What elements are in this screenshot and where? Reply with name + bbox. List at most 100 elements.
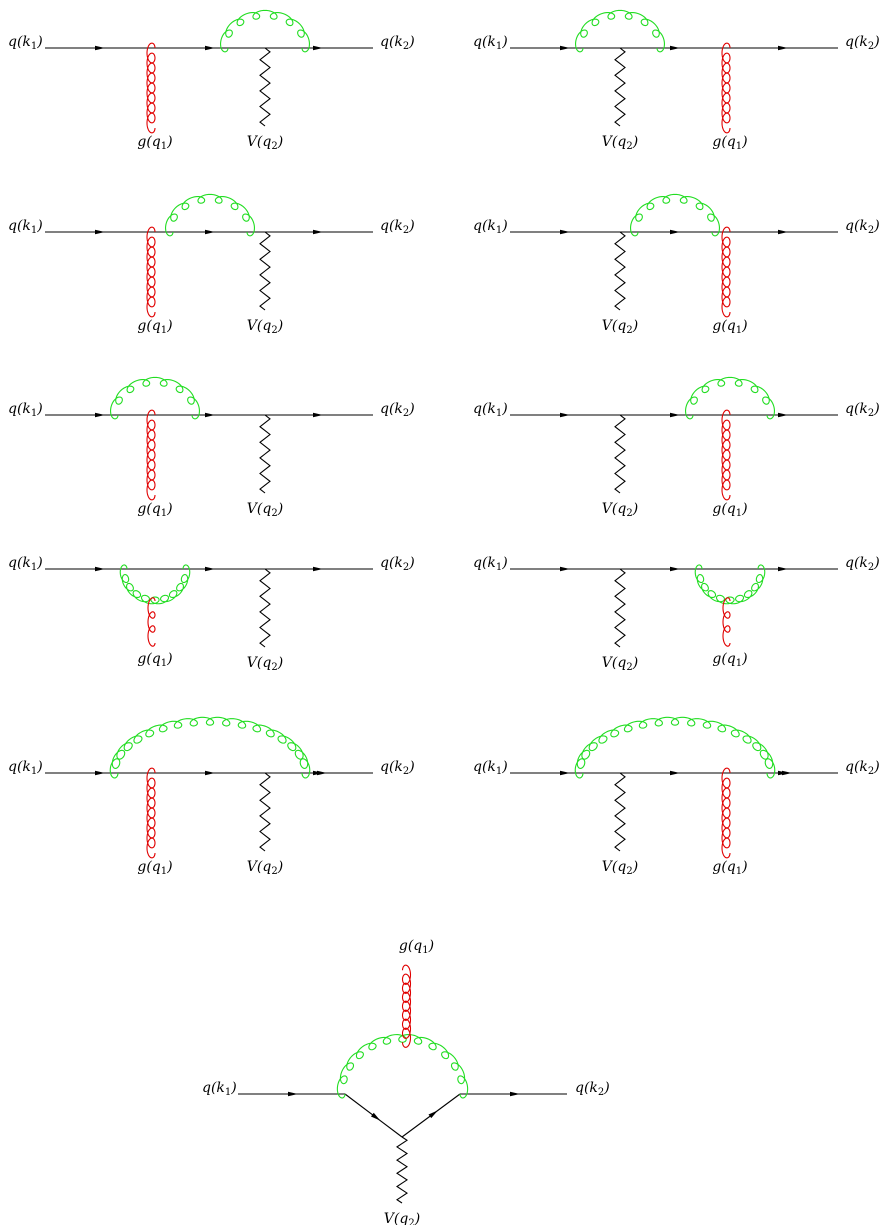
label-boson: V(q2) bbox=[602, 318, 638, 336]
quark-arrow-out bbox=[778, 45, 788, 51]
internal-gluon-bubble bbox=[119, 564, 191, 605]
label-gluon: g(q1) bbox=[712, 318, 747, 336]
quark-arrow-mid bbox=[670, 412, 680, 418]
external-gluon bbox=[722, 597, 731, 647]
label-quark-out: q(k2) bbox=[575, 1080, 610, 1098]
label-boson: V(q2) bbox=[602, 655, 638, 673]
diagram-d10: q(k1) q(k2) V(q2) g(q1) bbox=[473, 716, 880, 877]
diagram-d11: q(k1) q(k2) V(q2) g(q1) bbox=[202, 938, 610, 1225]
label-quark-in: q(k1) bbox=[8, 34, 43, 52]
boson-line bbox=[259, 568, 271, 648]
diagram-d4: q(k1) q(k2) V(q2) g(q1) bbox=[473, 193, 880, 336]
label-quark-in: q(k1) bbox=[473, 759, 508, 777]
quark-arrow-out bbox=[313, 229, 323, 235]
quark-arrow-in bbox=[95, 412, 105, 418]
label-boson: V(q2) bbox=[384, 1211, 420, 1225]
label-quark-out: q(k2) bbox=[380, 555, 415, 573]
label-quark-out: q(k2) bbox=[845, 34, 880, 52]
label-boson: V(q2) bbox=[247, 655, 283, 673]
label-gluon: g(q1) bbox=[137, 318, 172, 336]
quark-arrow-in bbox=[560, 412, 570, 418]
quark-arrow-mid bbox=[205, 45, 215, 51]
boson-line bbox=[259, 231, 271, 311]
label-gluon: g(q1) bbox=[137, 859, 172, 877]
boson-line bbox=[614, 47, 626, 127]
boson-line bbox=[614, 568, 626, 648]
quark-arrow-out bbox=[313, 412, 323, 418]
label-gluon: g(q1) bbox=[712, 501, 747, 519]
label-gluon: g(q1) bbox=[137, 651, 172, 669]
external-gluon bbox=[401, 964, 412, 1048]
label-quark-in: q(k1) bbox=[473, 401, 508, 419]
label-quark-in: q(k1) bbox=[8, 218, 43, 236]
diagram-d5: q(k1) q(k2) V(q2) g(q1) bbox=[8, 376, 415, 519]
quark-arrow-mid bbox=[670, 229, 680, 235]
internal-gluon-arc bbox=[109, 376, 201, 420]
external-gluon bbox=[146, 767, 156, 859]
quark-arrow-out bbox=[510, 1091, 520, 1097]
quark-arrow-mid bbox=[205, 566, 215, 572]
internal-gluon-arc bbox=[219, 9, 311, 53]
external-gluon bbox=[721, 42, 731, 134]
label-gluon: g(q1) bbox=[399, 938, 434, 956]
boson-line bbox=[614, 414, 626, 494]
quark-arrow-extra bbox=[317, 770, 327, 776]
label-quark-out: q(k2) bbox=[380, 759, 415, 777]
label-gluon: g(q1) bbox=[712, 134, 747, 152]
label-gluon: g(q1) bbox=[712, 859, 747, 877]
quark-arrow-mid bbox=[205, 229, 215, 235]
external-gluon bbox=[721, 226, 731, 318]
quark-arrow-in bbox=[560, 770, 570, 776]
quark-arrow-out bbox=[313, 566, 323, 572]
internal-gluon-arc bbox=[629, 193, 721, 237]
label-quark-in: q(k1) bbox=[473, 555, 508, 573]
boson-line bbox=[259, 414, 271, 494]
label-quark-in: q(k1) bbox=[202, 1080, 237, 1098]
quark-arrow-mid bbox=[670, 45, 680, 51]
label-quark-in: q(k1) bbox=[8, 555, 43, 573]
label-boson: V(q2) bbox=[247, 318, 283, 336]
quark-arrow-out bbox=[313, 45, 323, 51]
internal-gluon-arc bbox=[684, 376, 776, 420]
quark-arrow-in bbox=[288, 1091, 298, 1097]
diagram-d2: q(k1) q(k2) V(q2) g(q1) bbox=[473, 9, 880, 152]
quark-arrow-mid bbox=[670, 566, 680, 572]
label-quark-in: q(k1) bbox=[473, 34, 508, 52]
label-boson: V(q2) bbox=[247, 501, 283, 519]
label-quark-in: q(k1) bbox=[8, 759, 43, 777]
quark-arrow-in bbox=[95, 566, 105, 572]
external-gluon bbox=[721, 767, 731, 859]
quark-arrow-out bbox=[778, 229, 788, 235]
label-quark-out: q(k2) bbox=[380, 401, 415, 419]
quark-arrow-out bbox=[778, 566, 788, 572]
quark-arrow-mid bbox=[670, 770, 680, 776]
boson-line bbox=[259, 47, 271, 127]
label-quark-in: q(k1) bbox=[8, 401, 43, 419]
quark-arrow-out bbox=[778, 412, 788, 418]
quark-arrow-in bbox=[560, 229, 570, 235]
internal-gluon-arc bbox=[574, 9, 666, 53]
quark-arrow-in bbox=[560, 45, 570, 51]
internal-gluon-arc bbox=[164, 193, 256, 237]
label-boson: V(q2) bbox=[247, 134, 283, 152]
internal-gluon-bubble bbox=[694, 564, 766, 605]
external-gluon bbox=[721, 409, 731, 501]
internal-gluon-arc bbox=[109, 716, 311, 779]
external-gluon bbox=[146, 42, 156, 134]
label-quark-out: q(k2) bbox=[845, 759, 880, 777]
label-quark-out: q(k2) bbox=[845, 401, 880, 419]
label-boson: V(q2) bbox=[602, 134, 638, 152]
label-quark-out: q(k2) bbox=[380, 34, 415, 52]
diagram-d7: q(k1) q(k2) V(q2) g(q1) bbox=[8, 555, 415, 673]
label-gluon: g(q1) bbox=[137, 134, 172, 152]
quark-line-left-leg-arrow bbox=[370, 1112, 381, 1121]
diagram-d1: q(k1) q(k2) V(q2) g(q1) bbox=[8, 9, 415, 152]
label-quark-out: q(k2) bbox=[845, 218, 880, 236]
boson-line bbox=[614, 772, 626, 852]
label-boson: V(q2) bbox=[602, 501, 638, 519]
label-quark-out: q(k2) bbox=[380, 218, 415, 236]
diagram-d6: q(k1) q(k2) V(q2) g(q1) bbox=[473, 376, 880, 519]
label-quark-out: q(k2) bbox=[845, 555, 880, 573]
diagram-d3: q(k1) q(k2) V(q2) g(q1) bbox=[8, 193, 415, 336]
